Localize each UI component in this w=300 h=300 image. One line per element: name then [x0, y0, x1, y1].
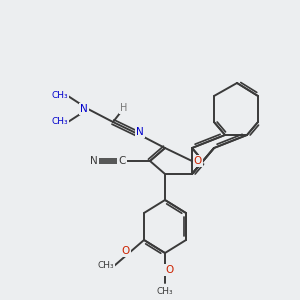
Text: C: C	[118, 156, 126, 166]
Text: CH₃: CH₃	[157, 286, 173, 296]
Text: N: N	[80, 104, 88, 114]
Text: O: O	[194, 156, 202, 166]
Text: CH₃: CH₃	[98, 262, 114, 271]
Text: N: N	[136, 127, 144, 137]
Text: O: O	[122, 246, 130, 256]
Text: N: N	[90, 156, 98, 166]
Text: H: H	[120, 103, 128, 113]
Text: O: O	[165, 265, 173, 275]
Text: CH₃: CH₃	[52, 118, 68, 127]
Text: CH₃: CH₃	[52, 92, 68, 100]
